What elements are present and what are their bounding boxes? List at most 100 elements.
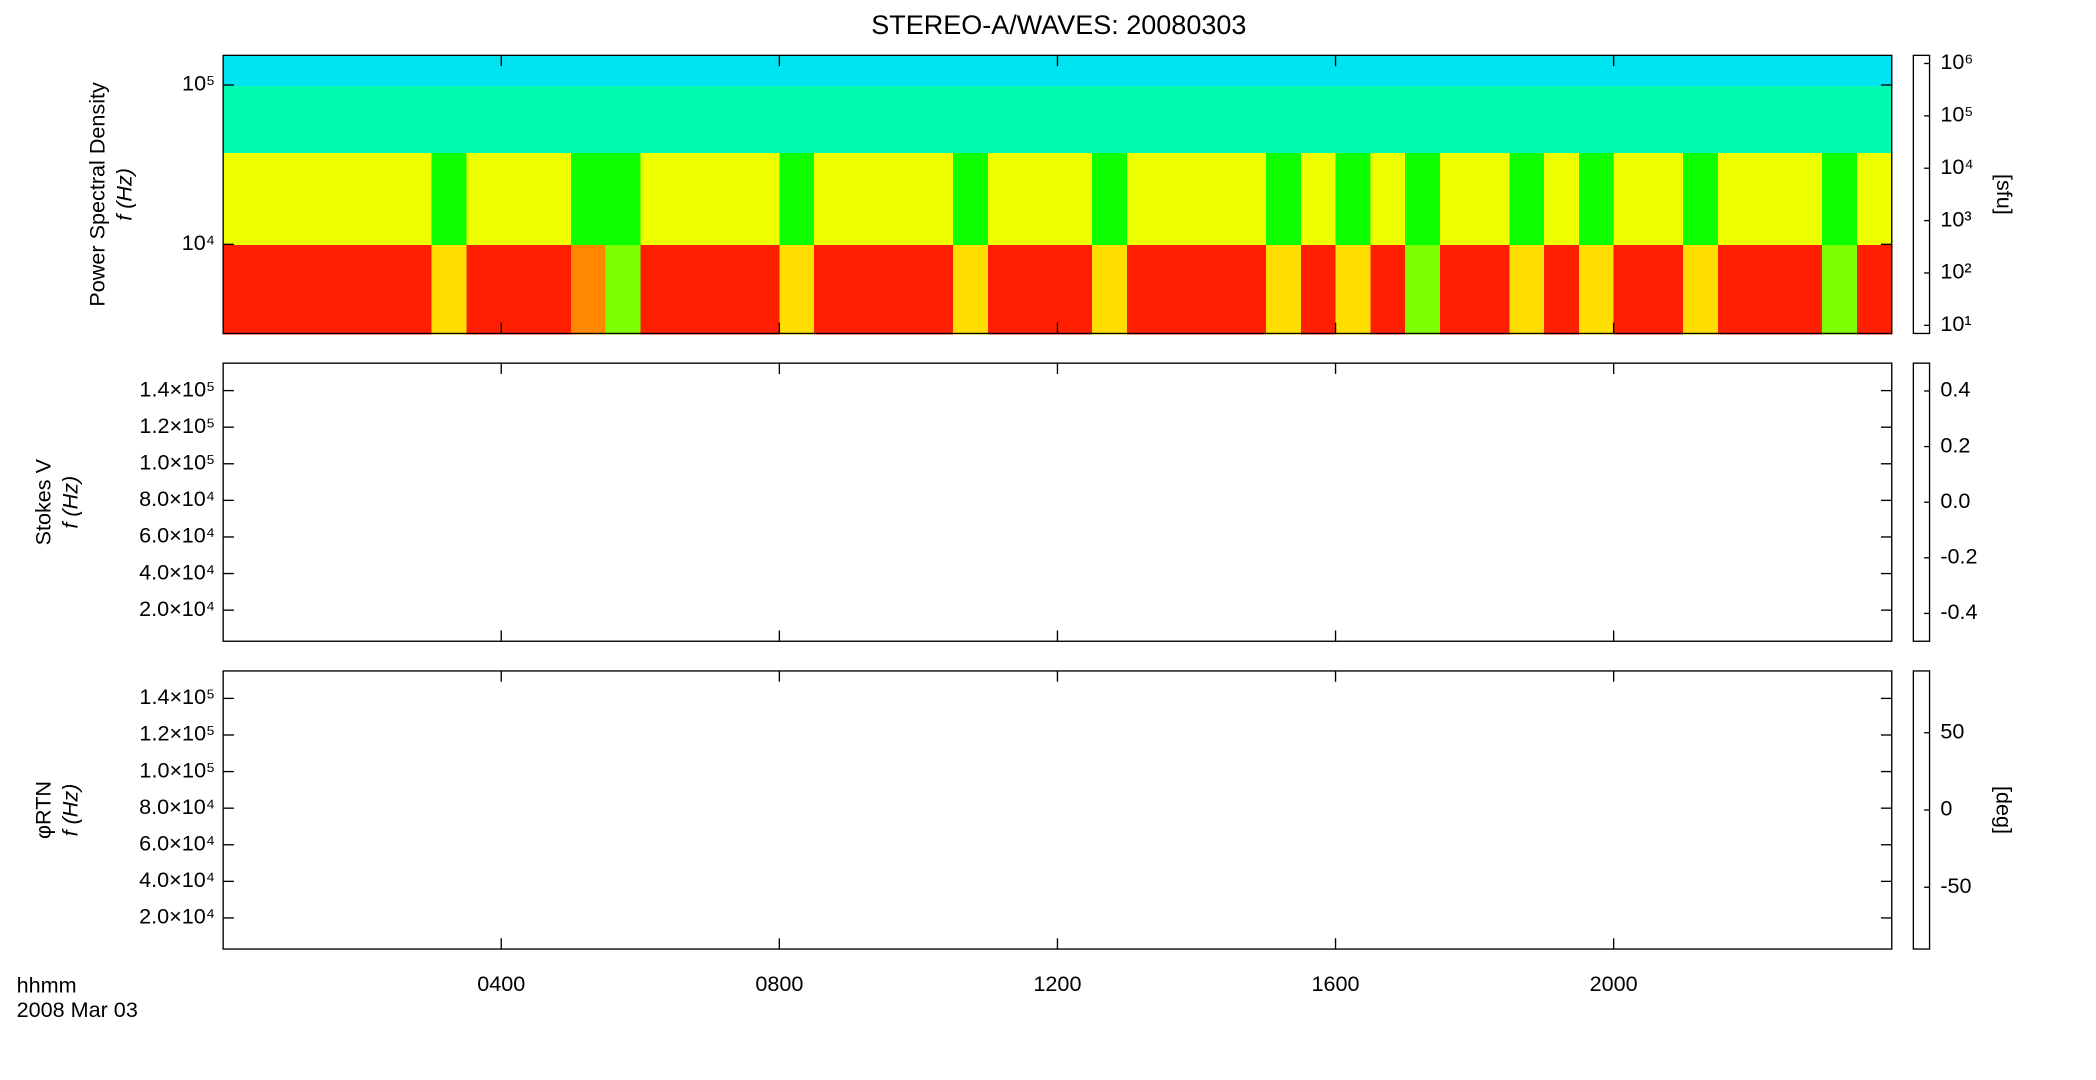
heat-cell — [1544, 85, 1580, 153]
heat-cell — [292, 85, 329, 153]
heat-cell — [1335, 55, 1372, 86]
heat-cell — [1022, 244, 1059, 335]
y-axis-label: f (Hz) — [58, 784, 83, 837]
heat-cell — [1544, 244, 1580, 335]
heat-cell — [848, 151, 885, 246]
heat-cell — [814, 55, 850, 86]
heat-cell — [1787, 55, 1824, 86]
heat-cell — [883, 85, 920, 153]
heat-cell — [1856, 151, 1893, 246]
heat-cell — [1022, 85, 1059, 153]
heat-cell — [1405, 151, 1441, 246]
y-tick-label: 6.0×10⁴ — [139, 523, 215, 548]
heat-cell — [292, 55, 329, 86]
heat-cell — [362, 85, 398, 153]
heat-cell — [744, 151, 781, 246]
colorbar-tick-label: 10³ — [1940, 206, 1971, 231]
y-tick-label: 10⁵ — [182, 71, 215, 96]
heat-cell — [1405, 244, 1441, 335]
heat-cell — [1266, 244, 1302, 335]
heat-cell — [292, 244, 329, 335]
heat-cell — [1787, 244, 1824, 335]
heat-cell — [1196, 85, 1233, 153]
heat-cell — [1752, 85, 1789, 153]
heat-cell — [1439, 55, 1476, 86]
heat-cell — [1856, 55, 1893, 86]
heat-cell — [1648, 85, 1684, 153]
heat-cell — [1717, 151, 1754, 246]
heat-cell — [1648, 55, 1684, 86]
heat-cell — [605, 55, 642, 86]
heat-cell — [1439, 151, 1476, 246]
heat-cell — [848, 244, 885, 335]
heat-cell — [1752, 151, 1789, 246]
colorbar — [1912, 54, 1931, 335]
heat-cell — [953, 244, 989, 335]
heat-cell — [292, 151, 329, 246]
y-axis-label: Power Spectral Density — [85, 82, 110, 307]
panel: 10⁴ 10⁵ Power Spectral Density f (Hz) 10¹ 10²… — [85, 49, 2017, 336]
heat-cell — [1717, 55, 1754, 86]
heat-cell — [1057, 85, 1094, 153]
heat-cell — [501, 55, 537, 86]
colorbar-tick-label: 10⁴ — [1940, 154, 1973, 179]
heat-cell — [1022, 55, 1059, 86]
heat-cell — [396, 85, 433, 153]
heat-cell — [1752, 244, 1789, 335]
heat-cell — [1161, 55, 1198, 86]
heat-cell — [1578, 244, 1615, 335]
heat-cell — [1509, 55, 1545, 86]
x-tick-label: 1200 — [1033, 971, 1081, 996]
heat-cell — [1683, 151, 1719, 246]
heat-cell — [1335, 244, 1372, 335]
heat-cell — [848, 55, 885, 86]
heat-cell — [605, 244, 642, 335]
heat-cell — [1474, 55, 1511, 86]
colorbar-tick-label: 50 — [1940, 718, 1964, 743]
heat-cell — [675, 151, 711, 246]
heat-cell — [1683, 85, 1719, 153]
y-axis-label: f (Hz) — [112, 168, 137, 221]
heat-cell — [1057, 151, 1094, 246]
heat-cell — [1126, 244, 1163, 335]
x-axis-label: hhmm — [17, 973, 77, 998]
heat-cell — [223, 55, 259, 86]
x-tick-label: 0400 — [477, 971, 525, 996]
heat-cell — [570, 85, 607, 153]
heat-cell — [1092, 151, 1128, 246]
heat-cell — [779, 151, 815, 246]
heat-cell — [327, 55, 364, 86]
colorbar-tick-label: 0.4 — [1940, 377, 1970, 402]
colorbar-tick-label: 10⁶ — [1940, 49, 1973, 74]
heat-cell — [744, 85, 781, 153]
x-tick-label: 1600 — [1312, 971, 1360, 996]
heat-cell — [1613, 85, 1650, 153]
panel: 2.0×10⁴ 4.0×10⁴ 6.0×10⁴ 8.0×10⁴ 1.0×10⁵ 1.2×1… — [31, 670, 2017, 996]
heat-cell — [1578, 85, 1615, 153]
heat-cell — [1057, 244, 1094, 335]
heat-cell — [1787, 151, 1824, 246]
x-tick-label: 0800 — [755, 971, 803, 996]
heat-cell — [1092, 55, 1128, 86]
heat-cell — [1474, 85, 1511, 153]
heat-cell — [223, 151, 259, 246]
heat-cell — [848, 85, 885, 153]
heat-cell — [570, 55, 607, 86]
heat-cell — [1544, 151, 1580, 246]
heat-cell — [501, 151, 537, 246]
heat-cell — [1544, 55, 1580, 86]
colorbar-tick-label: 10² — [1940, 259, 1971, 284]
heat-cell — [466, 55, 503, 86]
heat-cell — [1057, 55, 1094, 86]
heat-cell — [1822, 151, 1858, 246]
heat-cell — [814, 244, 850, 335]
heat-cell — [327, 244, 364, 335]
heat-cell — [1300, 85, 1337, 153]
heat-cell — [257, 55, 294, 86]
heat-cell — [1822, 244, 1858, 335]
heat-cell — [1822, 55, 1858, 86]
heat-cell — [1196, 151, 1233, 246]
heat-cell — [1578, 55, 1615, 86]
y-tick-label: 4.0×10⁴ — [139, 559, 215, 584]
